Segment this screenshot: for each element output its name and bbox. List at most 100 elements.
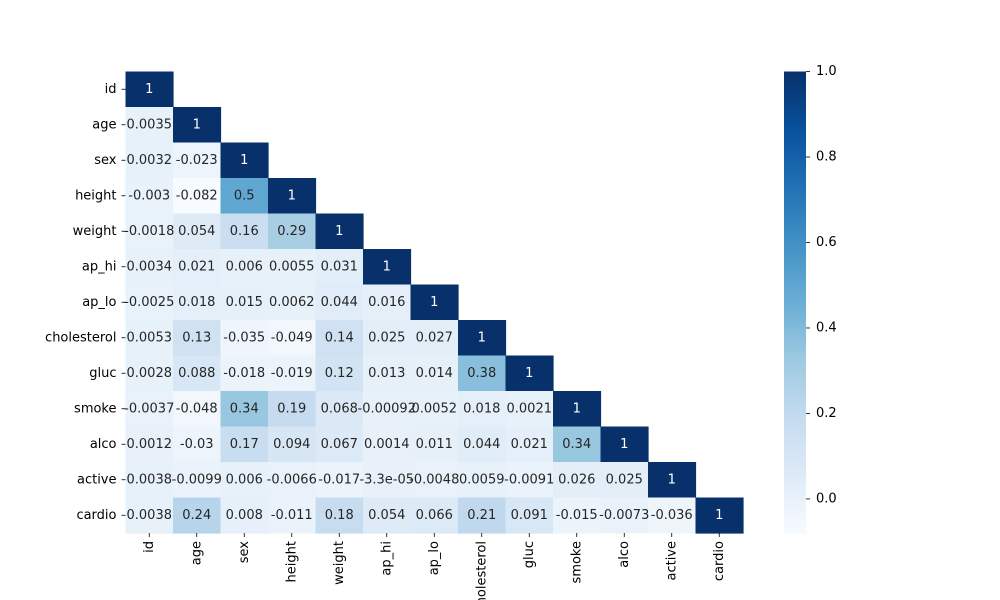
cell-annotation: -0.018 — [223, 366, 265, 381]
heatmap-cell — [173, 462, 222, 499]
heatmap-cell — [173, 355, 222, 392]
heatmap-cell — [458, 355, 507, 392]
x-tick-label: gluc — [522, 541, 537, 568]
heatmap-cell — [125, 426, 174, 463]
cell-annotation: 0.14 — [325, 330, 354, 345]
x-tick-label: smoke — [569, 541, 584, 583]
heatmap-cell — [125, 142, 174, 179]
colorbar-gradient — [784, 71, 806, 534]
heatmap-cell — [363, 391, 412, 428]
colorbar-tick-label: 0.6 — [816, 235, 837, 250]
cell-annotation: -0.03 — [180, 437, 214, 452]
cell-annotation: -0.082 — [176, 188, 218, 203]
x-tick-label: age — [189, 541, 204, 565]
heatmap-cell — [315, 249, 364, 286]
cell-annotation: 1 — [430, 295, 438, 310]
heatmap-cell — [600, 426, 649, 463]
cell-annotation: 0.0053 — [127, 330, 173, 345]
cell-annotation: 0.38 — [467, 366, 496, 381]
heatmap-cell — [315, 497, 364, 534]
heatmap-cell — [315, 426, 364, 463]
heatmap-cell — [268, 497, 317, 534]
heatmap-cell — [648, 462, 697, 499]
cell-annotation: 0.025 — [606, 472, 643, 487]
heatmap-cell — [173, 497, 222, 534]
cell-annotation: 0.13 — [182, 330, 211, 345]
heatmap-cell — [268, 178, 317, 215]
heatmap-cell — [363, 249, 412, 286]
x-tick-label: weight — [332, 541, 347, 585]
cell-annotation: 0.031 — [321, 259, 358, 274]
cell-annotation: 1 — [478, 330, 486, 345]
cell-annotation: 0.021 — [178, 259, 215, 274]
heatmap-cell — [410, 284, 459, 321]
heatmap-cell — [173, 249, 222, 286]
cell-annotation: -0.0073 — [599, 508, 649, 523]
colorbar-tick-label: 0.2 — [816, 406, 837, 421]
cell-annotation: 0.018 — [178, 295, 215, 310]
cell-annotation: 0.015 — [226, 295, 263, 310]
heatmap-cell — [173, 107, 222, 144]
heatmap-cell — [125, 107, 174, 144]
heatmap-cell — [220, 355, 269, 392]
y-tick-label: sex — [94, 153, 117, 168]
cell-annotation: 0.067 — [321, 437, 358, 452]
cell-annotation: -0.035 — [223, 330, 265, 345]
heatmap-cell — [268, 284, 317, 321]
cell-annotation: 1 — [573, 401, 581, 416]
heatmap-cell — [125, 462, 174, 499]
cell-annotation: -0.049 — [271, 330, 313, 345]
cell-annotation: 0.025 — [368, 330, 405, 345]
colorbar: 1.0 0.8 0.6 0.4 0.2 0.0 — [784, 64, 837, 534]
cell-annotation: 0.0055 — [269, 259, 315, 274]
y-axis-ticks: id age sex height weight ap_hi ap_lo cholestero… — [45, 82, 126, 523]
cell-annotation: 0.19 — [277, 401, 306, 416]
heatmap-cell — [125, 178, 174, 215]
heatmap-cell — [458, 426, 507, 463]
cell-annotation: 0.0021 — [507, 401, 553, 416]
x-tick-label: ap_hi — [379, 541, 394, 576]
heatmap-cell — [268, 462, 317, 499]
heatmap-cell — [268, 249, 317, 286]
heatmap-cell — [458, 391, 507, 428]
cell-annotation: 0.044 — [463, 437, 500, 452]
x-tick-label: active — [664, 541, 679, 581]
heatmap-cell — [220, 178, 269, 215]
y-tick-label: ap_lo — [82, 295, 116, 310]
cell-annotation: 0.0014 — [364, 437, 410, 452]
heatmap-cell — [363, 320, 412, 357]
cell-annotation: 0.0035 — [127, 117, 173, 132]
cell-annotation: 0.044 — [321, 295, 358, 310]
cell-annotation: 0.5 — [234, 188, 255, 203]
cell-annotation: 0.016 — [368, 295, 405, 310]
heatmap-cell — [125, 249, 174, 286]
heatmap-cell — [125, 71, 174, 108]
cell-annotation: 0.0052 — [412, 401, 458, 416]
cell-annotation: -0.0066 — [267, 472, 317, 487]
y-tick-label: active — [77, 472, 117, 487]
heatmap-cell — [363, 462, 412, 499]
cell-annotation: 0.12 — [325, 366, 354, 381]
x-tick-label: sex — [237, 541, 252, 564]
heatmap-cell — [125, 391, 174, 428]
cell-annotation: 0.17 — [230, 437, 259, 452]
cell-annotation: 0.0038 — [127, 472, 173, 487]
cell-annotation: -0.017 — [318, 472, 360, 487]
heatmap-cell — [410, 391, 459, 428]
cell-annotation: 1 — [715, 508, 723, 523]
colorbar-tick-label: 0.4 — [816, 320, 837, 335]
heatmap-cell — [173, 320, 222, 357]
cell-annotation: -0.0037 — [124, 401, 174, 416]
heatmap-cell — [410, 462, 459, 499]
cell-annotation: 1 — [668, 472, 676, 487]
heatmap-cell — [125, 320, 174, 357]
cell-annotation: 0.018 — [463, 401, 500, 416]
heatmap-annotations: 1 0.0035 1 0.0032 -0.023 1 -0.003 -0.082 0.5 1 -0.… — [124, 82, 723, 523]
y-tick-label: ap_hi — [82, 259, 117, 274]
cell-annotation: 0.011 — [416, 437, 453, 452]
cell-annotation: 0.34 — [562, 437, 591, 452]
heatmap-cell — [315, 355, 364, 392]
x-tick-label: cholesterol — [474, 541, 489, 600]
cell-annotation: -0.015 — [556, 508, 598, 523]
